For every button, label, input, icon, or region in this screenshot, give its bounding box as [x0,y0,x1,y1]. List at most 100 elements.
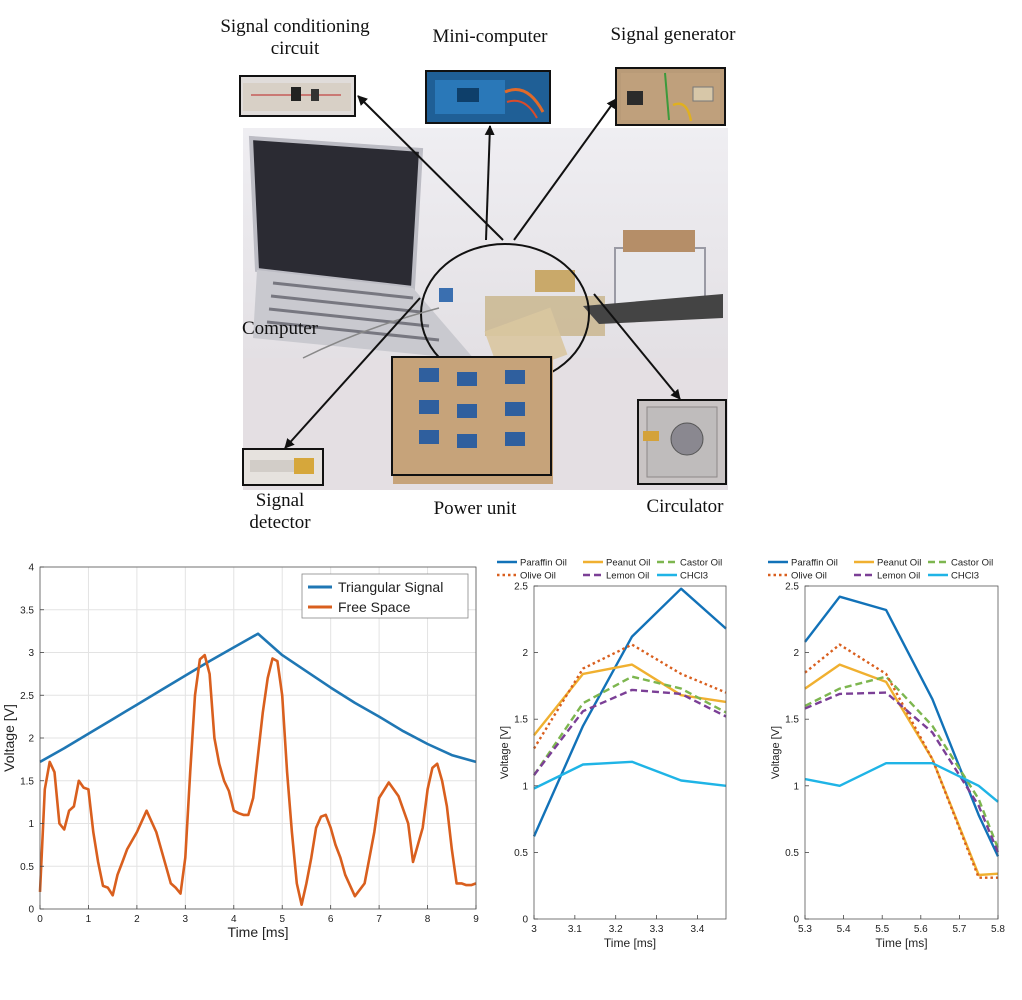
y-tick-label: 0.5 [20,862,34,873]
label-signal-conditioning-line1: Signal conditioning [220,16,370,37]
y-tick-label: 4 [28,563,34,574]
signal-generator-art [621,72,720,122]
signal-detector-art [250,458,314,474]
x-tick-label: 5.3 [798,924,812,935]
x-tick-label: 3.2 [609,924,623,935]
legend-label: Lemon Oil [877,571,920,582]
x-tick-label: 3 [183,914,189,925]
x-tick-label: 9 [473,914,479,925]
y-tick-label: 0 [28,905,34,916]
chart-2: 3 3.1 3.2 3.3 3.4 0 0.5 1 1.5 2 2.5 Time [ms] Voltag… [497,558,727,950]
y-tick-label: 2 [28,734,34,745]
arrow-to-signal-conditioning [357,95,504,241]
x-tick-label: 5.7 [952,924,966,935]
legend-label: Peanut Oil [606,558,650,569]
y-tick-label: 0 [522,915,528,926]
legend-label: Paraffin Oil [520,558,567,569]
legend-label: Olive Oil [791,571,827,582]
x-tick-label: 4 [231,914,237,925]
label-circulator: Circulator [646,496,724,517]
y-tick-label: 2 [793,648,799,659]
x-tick-label: 5.4 [837,924,851,935]
label-power-unit: Power unit [433,498,517,519]
legend-label: CHCl3 [951,571,979,582]
y-tick-label: 2.5 [20,691,34,702]
series-line-castor-oil [533,675,727,776]
label-signal-detector-line2: detector [249,512,311,533]
y-tick-label: 0 [793,915,799,926]
breadboard-art [243,83,351,111]
arrow-to-circulator [593,293,681,400]
series-line-chcl3 [533,760,727,790]
x-tick-label: 3.4 [690,924,704,935]
arrow-to-mini-computer [484,125,495,241]
plot-frame [533,585,727,920]
y-tick-label: 1.5 [20,776,34,787]
y-axis-label: Voltage [V] [499,726,511,779]
legend-label: CHCl3 [680,571,708,582]
legend-label: Lemon Oil [606,571,649,582]
x-tick-label: 5.8 [991,924,1005,935]
x-tick-label: 3.3 [650,924,664,935]
x-tick-label: 3 [531,924,537,935]
series-line-peanut-oil [804,663,999,877]
label-signal-generator: Signal generator [610,24,736,45]
label-signal-conditioning-line2: circuit [270,38,320,59]
legend-label: Triangular Signal [338,579,443,595]
diagram-arrows [284,95,681,449]
mini-computer-art [435,80,545,119]
legend-label: Castor Oil [951,558,993,569]
label-mini-computer: Mini-computer [432,26,548,47]
y-tick-label: 2.5 [514,582,528,593]
series-line-paraffin-oil [804,595,1000,857]
label-signal-detector-line1: Signal [255,490,305,511]
series-line-olive-oil [804,643,998,879]
y-axis-label: Voltage [V] [770,726,782,779]
x-tick-label: 5.6 [914,924,928,935]
label-computer: Computer [242,318,318,339]
y-tick-label: 3 [28,648,34,659]
x-axis-label: Time [ms] [604,936,656,950]
circulator-art [643,406,718,478]
legend-label: Castor Oil [680,558,722,569]
plot-frame [804,585,999,920]
x-tick-label: 1 [86,914,92,925]
x-tick-label: 6 [328,914,334,925]
label-signal-conditioning: Signal conditioning circuit [200,16,390,60]
circulator-thumbnail [637,399,727,485]
plot-background [534,586,726,919]
x-tick-label: 2 [134,914,140,925]
y-tick-label: 1.5 [514,715,528,726]
series-line-chcl3 [804,761,999,803]
signal-detector-thumbnail [242,448,324,486]
y-tick-label: 0.5 [785,848,799,859]
x-tick-label: 3.1 [568,924,582,935]
y-tick-label: 1 [522,781,528,792]
series-line-olive-oil [532,643,727,750]
y-tick-label: 2 [522,648,528,659]
y-axis-label: Voltage [V] [1,704,17,772]
x-axis-label: Time [ms] [228,924,289,940]
x-tick-label: 5.5 [875,924,889,935]
x-tick-label: 8 [425,914,431,925]
chart-3: 5.3 5.4 5.5 5.6 5.7 5.8 0 0.5 1 1.5 2 2.5 Time [ms] V… [768,558,1005,950]
y-tick-label: 1.5 [785,715,799,726]
plot-background [805,586,998,919]
x-axis-label: Time [ms] [875,936,927,950]
legend-label: Paraffin Oil [791,558,838,569]
legend-label: Olive Oil [520,571,556,582]
series-line-paraffin-oil [532,587,727,837]
series-line-free-space [38,653,477,907]
series-line-triangular-signal [39,632,477,764]
legend-box [301,573,469,619]
arrow-to-signal-generator [513,98,617,241]
legend-label: Peanut Oil [877,558,921,569]
mini-computer-thumbnail [425,70,551,124]
signal-generator-thumbnail [615,67,726,126]
x-tick-label: 7 [376,914,382,925]
y-tick-label: 0.5 [514,848,528,859]
x-tick-label: 0 [37,914,43,925]
y-tick-label: 3.5 [20,605,34,616]
